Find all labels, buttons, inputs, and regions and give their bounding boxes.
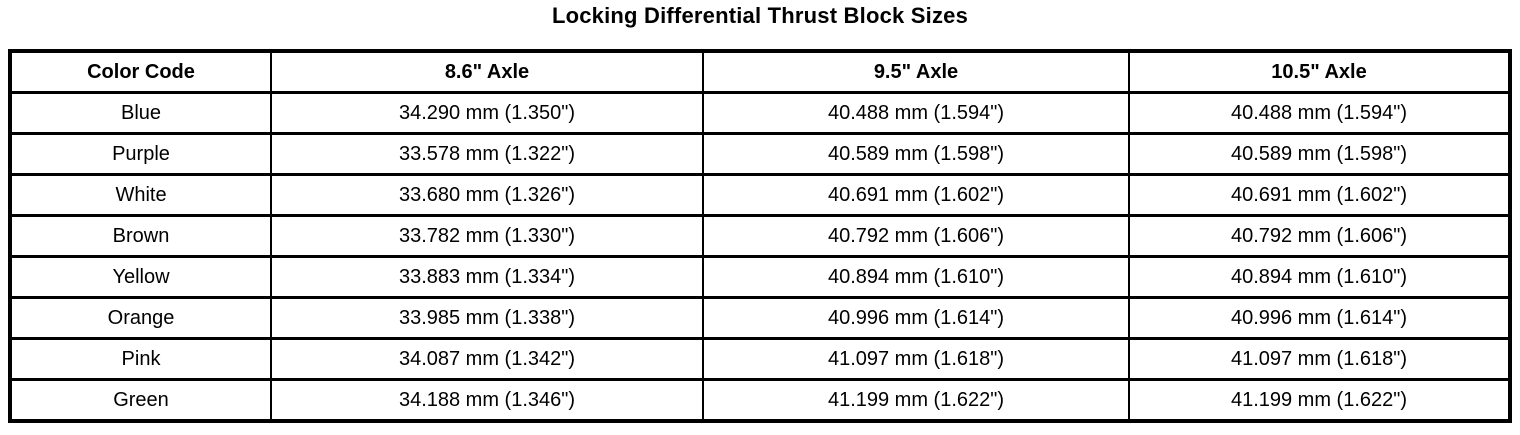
size-value-cell: 40.589 mm (1.598") bbox=[1128, 132, 1511, 176]
size-value-cell: 33.782 mm (1.330") bbox=[270, 214, 704, 258]
table-row: Green 34.188 mm (1.346") 41.199 mm (1.622"… bbox=[9, 378, 1511, 423]
table-row: White 33.680 mm (1.326") 40.691 mm (1.602"… bbox=[9, 173, 1511, 217]
size-value-cell: 40.589 mm (1.598") bbox=[702, 132, 1130, 176]
color-code-cell: Purple bbox=[9, 132, 272, 176]
size-value-cell: 40.996 mm (1.614") bbox=[702, 296, 1130, 340]
color-code-cell: Orange bbox=[9, 296, 272, 340]
table-row: Blue 34.290 mm (1.350") 40.488 mm (1.594")… bbox=[9, 91, 1511, 135]
color-code-cell: Green bbox=[9, 378, 272, 423]
size-value-cell: 40.691 mm (1.602") bbox=[702, 173, 1130, 217]
page-title: Locking Differential Thrust Block Sizes bbox=[551, 3, 969, 28]
table-row: Brown 33.782 mm (1.330") 40.792 mm (1.606"… bbox=[9, 214, 1511, 258]
size-value-cell: 41.097 mm (1.618") bbox=[702, 337, 1130, 381]
color-code-cell: Yellow bbox=[9, 255, 272, 299]
size-value-cell: 34.087 mm (1.342") bbox=[270, 337, 704, 381]
size-value-cell: 40.894 mm (1.610") bbox=[702, 255, 1130, 299]
size-value-cell: 33.578 mm (1.322") bbox=[270, 132, 704, 176]
color-code-cell: Pink bbox=[9, 337, 272, 381]
table-header: Color Code 8.6" Axle 9.5" Axle 10.5" Axle bbox=[9, 49, 1511, 94]
table-body: Blue 34.290 mm (1.350") 40.488 mm (1.594")… bbox=[9, 91, 1511, 423]
column-header: Color Code bbox=[9, 49, 272, 94]
column-header: 10.5" Axle bbox=[1128, 49, 1511, 94]
size-value-cell: 41.097 mm (1.618") bbox=[1128, 337, 1511, 381]
table-row: Orange 33.985 mm (1.338") 40.996 mm (1.614… bbox=[9, 296, 1511, 340]
size-value-cell: 40.996 mm (1.614") bbox=[1128, 296, 1511, 340]
thrust-block-size-table: Color Code 8.6" Axle 9.5" Axle 10.5" Axle B… bbox=[8, 49, 1512, 423]
table-row: Yellow 33.883 mm (1.334") 40.894 mm (1.610… bbox=[9, 255, 1511, 299]
size-value-cell: 40.488 mm (1.594") bbox=[1128, 91, 1511, 135]
table-row: Purple 33.578 mm (1.322") 40.589 mm (1.598… bbox=[9, 132, 1511, 176]
color-code-cell: White bbox=[9, 173, 272, 217]
column-header: 8.6" Axle bbox=[270, 49, 704, 94]
column-header: 9.5" Axle bbox=[702, 49, 1130, 94]
size-value-cell: 33.985 mm (1.338") bbox=[270, 296, 704, 340]
size-value-cell: 33.883 mm (1.334") bbox=[270, 255, 704, 299]
color-code-cell: Blue bbox=[9, 91, 272, 135]
size-value-cell: 34.290 mm (1.350") bbox=[270, 91, 704, 135]
size-value-cell: 41.199 mm (1.622") bbox=[1128, 378, 1511, 423]
header-row: Color Code 8.6" Axle 9.5" Axle 10.5" Axle bbox=[9, 49, 1511, 94]
size-value-cell: 33.680 mm (1.326") bbox=[270, 173, 704, 217]
table-row: Pink 34.087 mm (1.342") 41.097 mm (1.618")… bbox=[9, 337, 1511, 381]
size-value-cell: 40.792 mm (1.606") bbox=[1128, 214, 1511, 258]
size-value-cell: 41.199 mm (1.622") bbox=[702, 378, 1130, 423]
size-value-cell: 34.188 mm (1.346") bbox=[270, 378, 704, 423]
color-code-cell: Brown bbox=[9, 214, 272, 258]
size-value-cell: 40.894 mm (1.610") bbox=[1128, 255, 1511, 299]
size-value-cell: 40.488 mm (1.594") bbox=[702, 91, 1130, 135]
size-value-cell: 40.691 mm (1.602") bbox=[1128, 173, 1511, 217]
size-value-cell: 40.792 mm (1.606") bbox=[702, 214, 1130, 258]
